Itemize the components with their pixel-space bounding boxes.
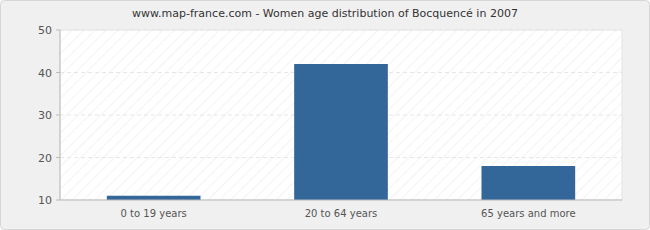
y-tick-label: 10 (38, 194, 52, 207)
y-tick (56, 72, 60, 73)
y-tick (56, 30, 60, 31)
y-tick-label: 40 (38, 67, 52, 80)
chart-svg: www.map-france.com - Women age distribut… (0, 0, 650, 230)
y-tick-label: 20 (38, 152, 52, 165)
y-axis (60, 30, 61, 200)
chart-container: www.map-france.com - Women age distribut… (0, 0, 650, 230)
background (1, 1, 650, 230)
plot-area (60, 30, 622, 200)
grid-line (60, 30, 622, 31)
x-tick-label: 0 to 19 years (121, 208, 187, 219)
x-tick-label: 20 to 64 years (305, 208, 378, 219)
bar (107, 196, 201, 200)
title: www.map-france.com - Women age distribut… (132, 7, 518, 20)
bars (107, 64, 575, 200)
y-tick (56, 200, 60, 201)
y-tick-label: 50 (38, 24, 52, 37)
grid-line (60, 200, 622, 201)
y-tick (56, 115, 60, 116)
x-tick-label: 65 years and more (481, 208, 576, 219)
bar (482, 166, 576, 200)
y-tick (56, 157, 60, 158)
bar (294, 64, 388, 200)
y-tick-label: 30 (38, 109, 52, 122)
x-axis (60, 200, 622, 201)
